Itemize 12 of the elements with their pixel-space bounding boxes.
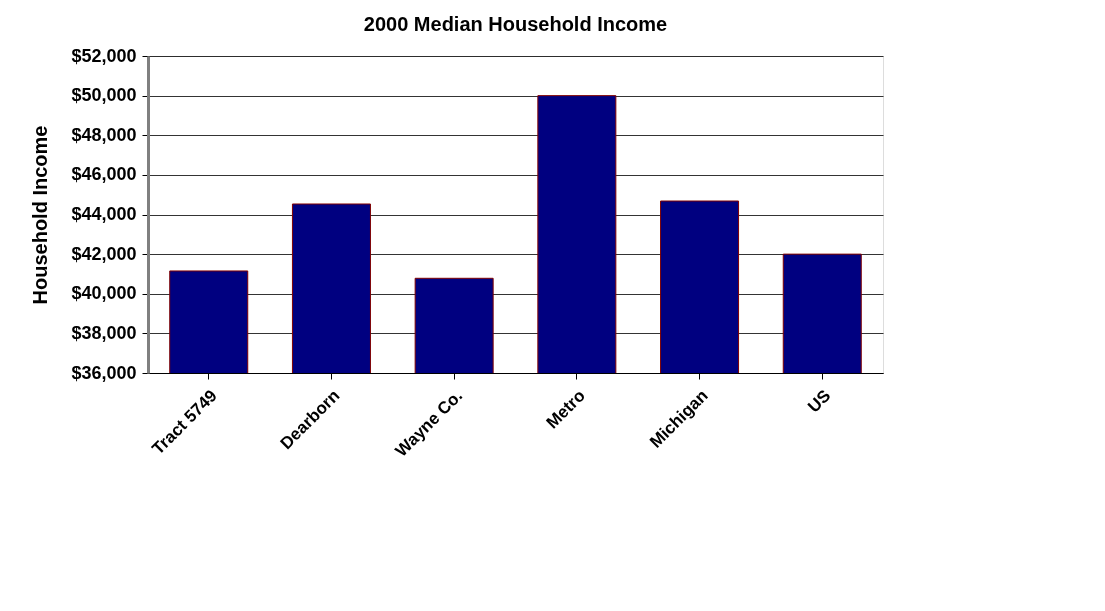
y-tick-label: $36,000 (71, 362, 137, 383)
y-tick-label: $38,000 (71, 322, 137, 343)
y-axis-title: Household Income (29, 125, 52, 305)
y-tick-label: $44,000 (71, 204, 137, 224)
chart-title: 2000 Median Household Income (363, 13, 668, 35)
y-tick-label: $52,000 (71, 45, 137, 66)
y-tick-label: $40,000 (71, 283, 137, 304)
y-tick-label: $42,000 (71, 243, 137, 264)
x-tick-label: US (804, 386, 835, 417)
y-tick-label: $48,000 (71, 124, 137, 145)
y-tick-label: $46,000 (71, 164, 137, 185)
y-tick-label: $50,000 (71, 85, 137, 106)
